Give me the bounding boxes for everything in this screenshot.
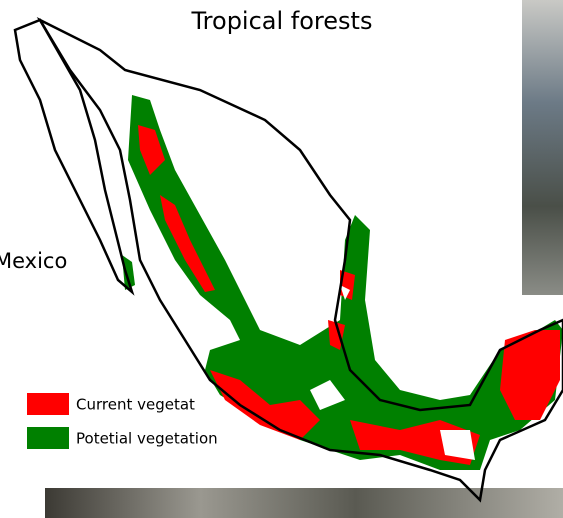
page: Current vegetat Potetial vegetation Tropi… bbox=[0, 0, 563, 518]
place-label: Mexico bbox=[0, 249, 67, 273]
map-title: Tropical forests bbox=[191, 7, 373, 35]
map: Current vegetat Potetial vegetation Tropi… bbox=[0, 0, 563, 518]
legend-swatch bbox=[27, 427, 69, 449]
legend-swatch bbox=[27, 393, 69, 415]
photo bbox=[522, 0, 563, 295]
legend-label: Current vegetat bbox=[76, 396, 195, 414]
photo bbox=[45, 488, 563, 518]
legend-label: Potetial vegetation bbox=[76, 430, 218, 448]
